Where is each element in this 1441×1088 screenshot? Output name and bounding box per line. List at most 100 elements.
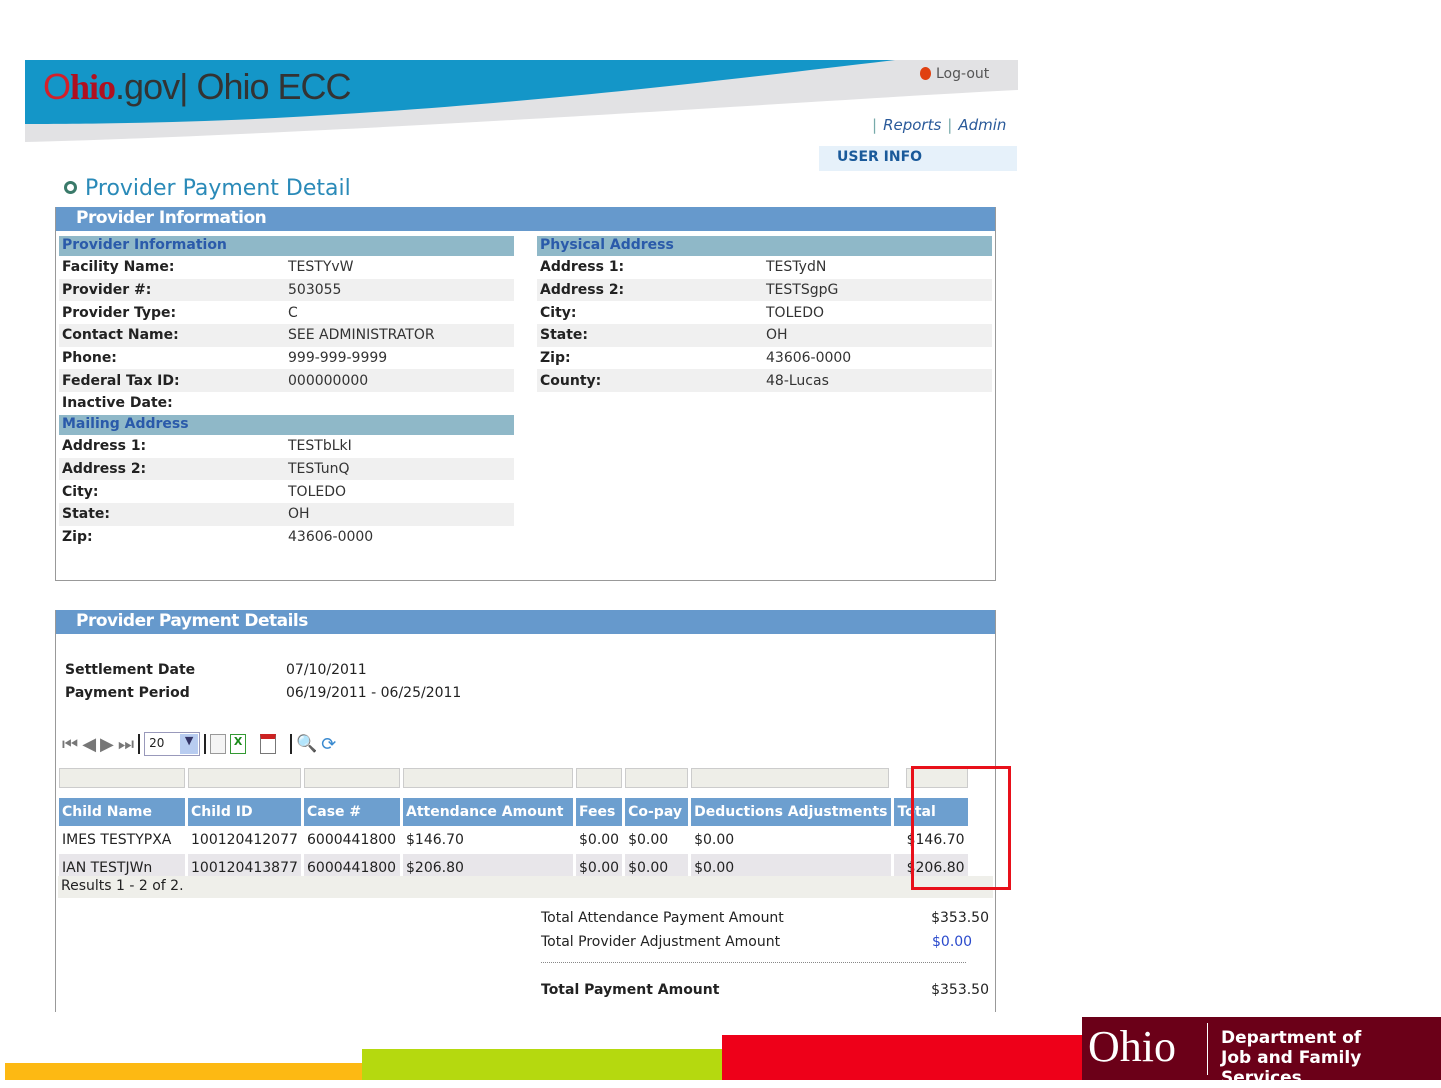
search-icon[interactable]: 🔍 xyxy=(296,734,318,754)
table-cell: $146.70 xyxy=(406,832,464,848)
section-title: Mailing Address xyxy=(59,414,514,435)
field-value: TESTSgpG xyxy=(766,282,839,299)
ohio-ecc-logo[interactable]: Ohio.gov| Ohio ECC xyxy=(43,66,351,107)
prev-page-icon[interactable]: ◀ xyxy=(82,733,97,755)
header-banner: Ohio.gov| Ohio ECC xyxy=(25,60,1018,146)
info-row: City: TOLEDO xyxy=(537,301,992,324)
field-value: OH xyxy=(766,327,788,344)
refresh-icon[interactable]: ⟳ xyxy=(321,733,337,755)
table-cell: 6000441800 xyxy=(307,832,397,848)
field-label: Address 2: xyxy=(62,460,147,477)
page-title-text: Provider Payment Detail xyxy=(85,176,351,201)
table-cell: $0.00 xyxy=(579,860,620,876)
section-title: Physical Address xyxy=(537,236,992,256)
document-icon[interactable] xyxy=(210,734,227,754)
info-row: Inactive Date: xyxy=(59,392,514,415)
header-row: Child Name Child ID Case # Attendance Amoun… xyxy=(59,798,968,826)
dept-line2: Job and Family Services xyxy=(1221,1048,1362,1088)
field-value: OH xyxy=(288,506,310,523)
table-cell: $206.80 xyxy=(406,860,464,876)
excel-icon[interactable]: X xyxy=(230,734,247,754)
table-cell: $0.00 xyxy=(628,860,669,876)
divider xyxy=(204,734,207,754)
footer-ohio: Ohio xyxy=(1088,1022,1176,1071)
divider xyxy=(1207,1023,1208,1075)
field-label: State: xyxy=(62,506,111,523)
column-filter-input[interactable] xyxy=(304,768,400,788)
field-value: TESTydN xyxy=(766,259,827,276)
info-row: Zip: 43606-0000 xyxy=(59,526,514,549)
last-page-icon[interactable]: ⏭ xyxy=(117,733,135,755)
column-header[interactable]: Case # xyxy=(304,798,400,826)
field-label: Zip: xyxy=(62,528,93,545)
table-cell: $0.00 xyxy=(628,832,669,848)
field-label: Phone: xyxy=(62,350,117,367)
chevron-down-icon: ▼ xyxy=(180,734,199,754)
field-label: City: xyxy=(62,483,99,500)
field-label: County: xyxy=(540,372,602,389)
results-count: Results 1 - 2 of 2. xyxy=(58,876,993,898)
field-label: Address 1: xyxy=(540,259,625,276)
field-value[interactable]: 503055 xyxy=(288,282,342,299)
column-header[interactable]: Child ID xyxy=(188,798,301,826)
column-filter-input[interactable] xyxy=(625,768,689,788)
column-filter-input[interactable] xyxy=(188,768,301,788)
column-filter-input[interactable] xyxy=(403,768,573,788)
info-row: City: TOLEDO xyxy=(59,480,514,503)
column-header[interactable]: Fees xyxy=(576,798,623,826)
logout-link[interactable]: Log-out xyxy=(920,66,989,82)
provider-info-header[interactable]: Provider Information xyxy=(56,207,995,231)
info-row: Federal Tax ID: 000000000 xyxy=(59,369,514,393)
filter-row xyxy=(59,764,968,792)
nav-admin[interactable]: Admin xyxy=(958,116,1007,134)
column-filter-input[interactable] xyxy=(576,768,622,788)
total-adjustment-label: Total Provider Adjustment Amount xyxy=(541,934,781,950)
column-header[interactable]: Deductions Adjustments xyxy=(691,798,891,826)
footer-bar-green xyxy=(362,1049,722,1080)
nav-reports[interactable]: Reports xyxy=(883,116,942,134)
field-value: 000000000 xyxy=(288,372,369,389)
info-row: State: OH xyxy=(537,324,992,347)
field-value: TESTYvW xyxy=(288,259,354,276)
divider xyxy=(138,734,141,754)
column-header[interactable]: Child Name xyxy=(59,798,185,826)
column-filter-input[interactable] xyxy=(59,768,185,788)
field-label: Inactive Date: xyxy=(62,395,173,412)
filter-cell xyxy=(304,764,400,792)
field-value: 43606-0000 xyxy=(766,350,852,367)
period-value: 06/19/2011 - 06/25/2011 xyxy=(286,685,462,701)
pdf-icon[interactable] xyxy=(260,734,277,754)
logout-label: Log-out xyxy=(936,66,990,82)
column-header[interactable]: Co-pay xyxy=(625,798,689,826)
table-row[interactable]: IMES TESTYPXA 100120412077 6000441800 $146.… xyxy=(59,826,968,854)
filter-cell xyxy=(403,764,573,792)
filter-cell xyxy=(576,764,622,792)
first-page-icon[interactable]: ⏮ xyxy=(62,733,79,755)
provider-section: Provider Information Facility Name: TESTY… xyxy=(59,236,514,548)
column-filter-input[interactable] xyxy=(691,768,890,788)
user-info-tab[interactable]: USER INFO xyxy=(819,146,1017,171)
column-header[interactable]: Attendance Amount xyxy=(403,798,573,826)
field-label: Address 1: xyxy=(62,438,147,455)
footer-bar-red xyxy=(722,1035,1082,1080)
info-row: County: 48-Lucas xyxy=(537,369,992,393)
table-cell: $206.80 xyxy=(906,860,965,876)
field-label: Facility Name: xyxy=(62,259,175,276)
filter-cell xyxy=(188,764,301,792)
dept-line1: Department of xyxy=(1221,1028,1362,1048)
table-cell: IAN TESTJWn xyxy=(62,860,153,876)
next-page-icon[interactable]: ▶ xyxy=(100,733,114,755)
total-adjustment-value[interactable]: $0.00 xyxy=(932,934,973,950)
field-label: Provider Type: xyxy=(62,304,177,321)
info-row: Zip: 43606-0000 xyxy=(537,347,992,370)
field-value: TOLEDO xyxy=(766,304,825,321)
physical-section: Physical Address Address 1: TESTydN Addres… xyxy=(537,236,992,393)
column-header[interactable]: Total xyxy=(893,798,968,826)
info-row: Provider #: 503055 xyxy=(59,278,514,302)
payment-details-header[interactable]: Provider Payment Details xyxy=(56,610,995,634)
info-row: Address 1: TESTydN xyxy=(537,256,992,279)
page-size-select[interactable]: 20 ▼ xyxy=(144,732,201,756)
dept-name: Department of Job and Family Services xyxy=(1221,1028,1441,1088)
payment-grid: Child Name Child ID Case # Attendance Amoun… xyxy=(56,764,971,882)
table-cell: $0.00 xyxy=(694,832,735,848)
